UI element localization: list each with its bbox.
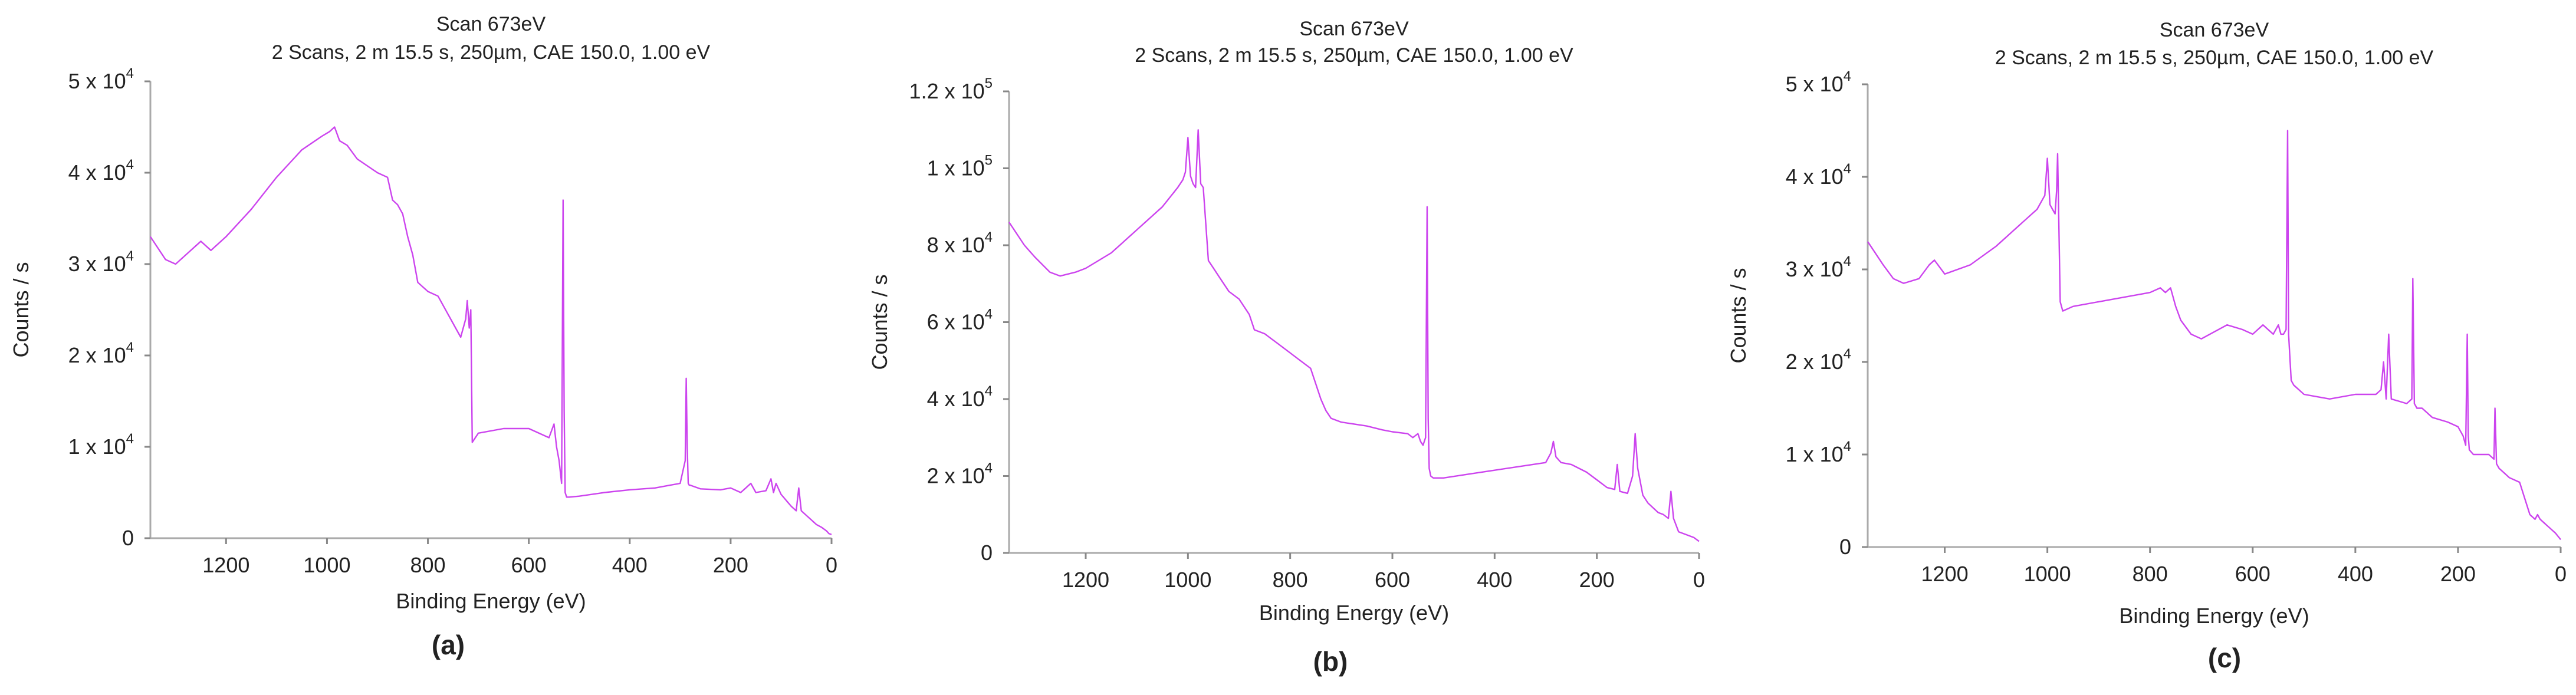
chart-svg: Scan 673eV 2 Scans, 2 m 15.5 s, 250µm, CA… <box>868 18 1705 677</box>
y-tick-exponent: 4 <box>985 229 993 245</box>
x-tick-label: 1000 <box>303 553 350 577</box>
chart-panel-a: Scan 673eV 2 Scans, 2 m 15.5 s, 250µm, CA… <box>0 0 859 695</box>
x-tick-label: 400 <box>1477 568 1512 592</box>
x-tick-label: 0 <box>826 553 837 577</box>
panel-caption: (a) <box>432 630 465 660</box>
y-tick-exponent: 4 <box>126 248 134 264</box>
x-axis-label: Binding Energy (eV) <box>1259 601 1449 625</box>
y-tick-label: 5 x 104 <box>68 65 134 93</box>
panel-caption: (b) <box>1313 646 1348 677</box>
y-tick-exponent: 4 <box>1844 68 1851 84</box>
chart-title: Scan 673eV <box>436 13 546 35</box>
x-tick-label: 1000 <box>2024 562 2071 586</box>
x-tick-label: 800 <box>1273 568 1308 592</box>
y-tick-label: 1.2 x 105 <box>909 75 993 103</box>
y-tick-exponent: 4 <box>126 431 134 447</box>
y-tick-exponent: 4 <box>985 383 993 399</box>
panel-caption: (c) <box>2208 643 2241 673</box>
y-tick-exponent: 4 <box>985 460 993 476</box>
x-tick-label: 1200 <box>202 553 249 577</box>
y-tick-label: 2 x 104 <box>1786 346 1851 374</box>
y-tick-exponent: 5 <box>985 153 993 169</box>
y-tick-exponent: 4 <box>126 340 134 355</box>
y-tick-label: 4 x 104 <box>1786 161 1851 189</box>
y-tick-label: 3 x 104 <box>1786 253 1851 281</box>
chart-title: Scan 673eV <box>2160 19 2269 41</box>
y-tick-label: 4 x 104 <box>68 157 134 185</box>
spectrum-line <box>149 126 832 535</box>
x-tick-label: 200 <box>2440 562 2476 586</box>
y-tick-label: 0 <box>981 541 993 565</box>
y-tick-exponent: 4 <box>1844 161 1851 177</box>
y-tick-label: 3 x 104 <box>68 248 134 276</box>
x-tick-label: 400 <box>612 553 648 577</box>
y-tick-label: 5 x 104 <box>1786 68 1851 96</box>
x-tick-label: 200 <box>1579 568 1615 592</box>
x-tick-label: 600 <box>1375 568 1410 592</box>
spectrum-line <box>1008 129 1700 542</box>
x-tick-label: 400 <box>2338 562 2373 586</box>
x-tick-label: 600 <box>2235 562 2271 586</box>
x-tick-label: 800 <box>2133 562 2168 586</box>
y-tick-label: 6 x 104 <box>927 307 993 334</box>
y-tick-exponent: 4 <box>126 157 134 173</box>
chart-subtitle: 2 Scans, 2 m 15.5 s, 250µm, CAE 150.0, 1… <box>1135 44 1573 67</box>
y-tick-exponent: 4 <box>1844 253 1851 269</box>
chart-subtitle: 2 Scans, 2 m 15.5 s, 250µm, CAE 150.0, 1… <box>1995 47 2434 69</box>
y-tick-label: 2 x 104 <box>68 340 134 367</box>
y-tick-label: 8 x 104 <box>927 229 993 257</box>
chart-panel-b: Scan 673eV 2 Scans, 2 m 15.5 s, 250µm, CA… <box>859 0 1717 695</box>
chart-panel-c: Scan 673eV 2 Scans, 2 m 15.5 s, 250µm, CA… <box>1717 0 2576 695</box>
x-axis-label: Binding Energy (eV) <box>2119 604 2309 628</box>
x-tick-label: 1200 <box>1921 562 1969 586</box>
y-tick-label: 2 x 104 <box>927 460 993 488</box>
y-tick-label: 1 x 105 <box>927 153 993 180</box>
x-tick-label: 0 <box>2555 562 2567 586</box>
x-axis-label: Binding Energy (eV) <box>396 589 586 613</box>
y-tick-label: 4 x 104 <box>927 383 993 411</box>
y-axis-label: Counts / s <box>1726 268 1750 363</box>
y-tick-exponent: 4 <box>126 65 134 81</box>
y-tick-exponent: 5 <box>985 75 993 91</box>
y-axis-label: Counts / s <box>9 262 33 357</box>
chart-subtitle: 2 Scans, 2 m 15.5 s, 250µm, CAE 150.0, 1… <box>272 41 711 64</box>
y-tick-label: 0 <box>1839 535 1851 559</box>
x-tick-label: 0 <box>1693 568 1705 592</box>
y-tick-label: 1 x 104 <box>68 431 134 459</box>
x-tick-label: 600 <box>511 553 547 577</box>
x-tick-label: 200 <box>713 553 748 577</box>
spectrum-line <box>1867 130 2561 541</box>
y-axis-label: Counts / s <box>868 274 892 370</box>
chart-title: Scan 673eV <box>1299 18 1409 40</box>
y-tick-exponent: 4 <box>1844 346 1851 362</box>
y-tick-exponent: 4 <box>985 307 993 322</box>
chart-svg: Scan 673eV 2 Scans, 2 m 15.5 s, 250µm, CA… <box>9 13 837 660</box>
chart-svg: Scan 673eV 2 Scans, 2 m 15.5 s, 250µm, CA… <box>1726 19 2567 673</box>
y-tick-label: 0 <box>122 526 134 550</box>
y-tick-exponent: 4 <box>1844 439 1851 454</box>
y-tick-label: 1 x 104 <box>1786 439 1851 466</box>
x-tick-label: 1200 <box>1062 568 1109 592</box>
x-tick-label: 800 <box>410 553 446 577</box>
x-tick-label: 1000 <box>1164 568 1211 592</box>
